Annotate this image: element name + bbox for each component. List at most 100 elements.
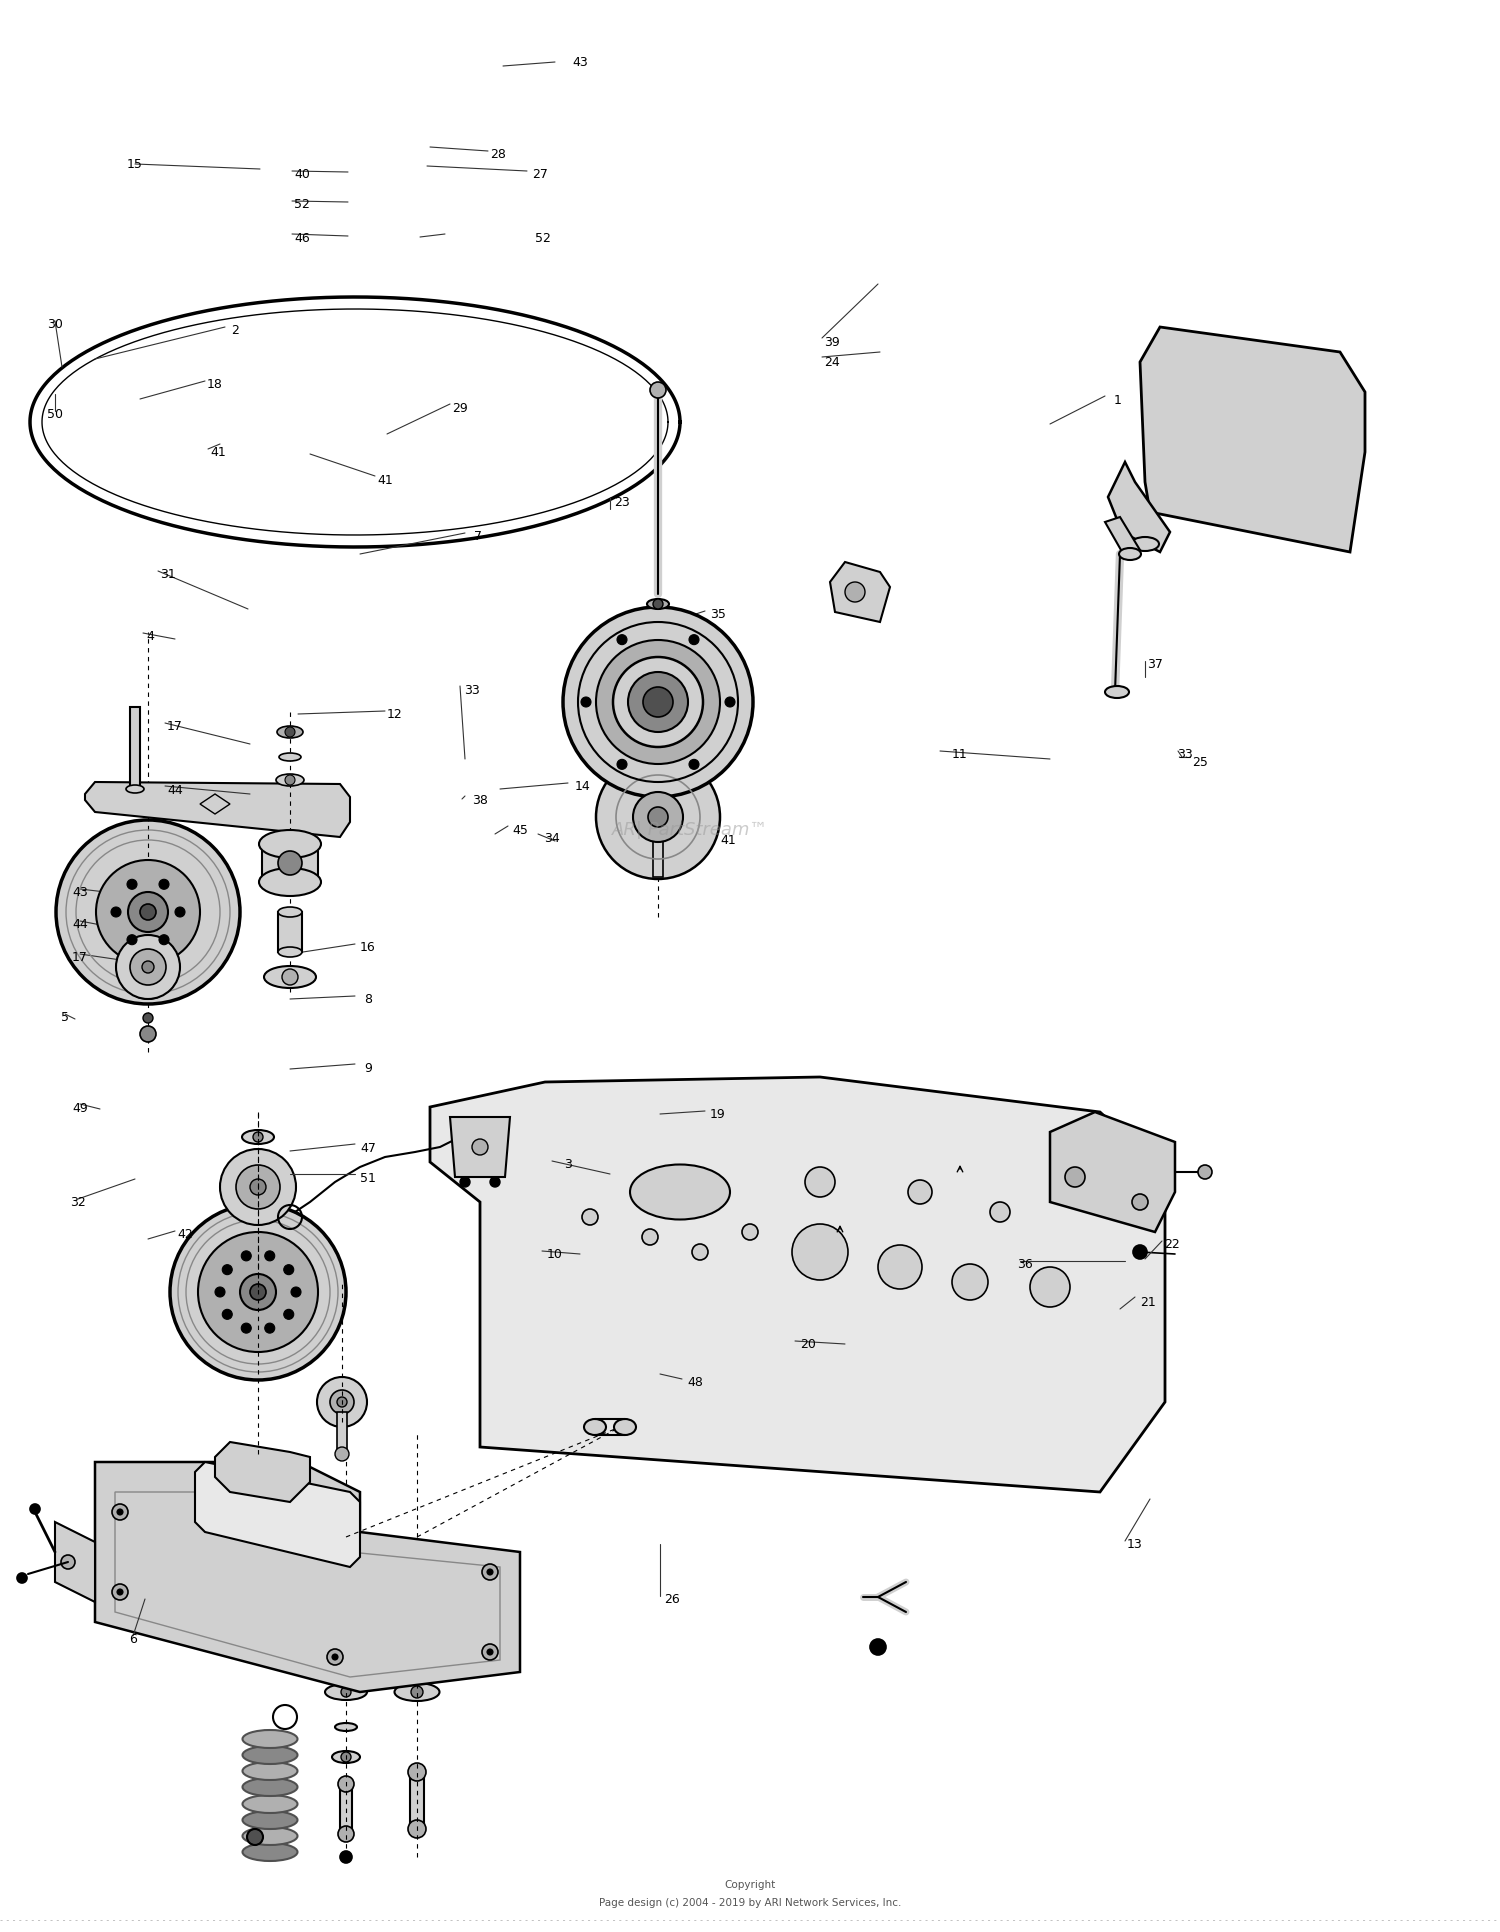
Polygon shape [450,1117,510,1177]
Circle shape [472,1140,488,1155]
Circle shape [330,1391,354,1414]
Ellipse shape [1106,686,1130,699]
Ellipse shape [260,869,321,896]
Circle shape [332,1540,338,1546]
Circle shape [692,1244,708,1260]
Text: 50: 50 [46,408,63,421]
Circle shape [291,1287,302,1296]
Circle shape [30,1505,40,1515]
Circle shape [1132,1194,1148,1209]
Circle shape [282,970,298,985]
Circle shape [582,1209,598,1225]
Circle shape [62,1555,75,1569]
Ellipse shape [278,726,303,738]
Circle shape [482,1644,498,1660]
Text: 10: 10 [548,1248,562,1262]
Circle shape [334,1447,350,1461]
Circle shape [242,1323,252,1333]
Circle shape [488,1569,494,1575]
Circle shape [411,1687,423,1698]
Text: 20: 20 [800,1337,816,1350]
Polygon shape [94,1463,520,1692]
Circle shape [596,755,720,879]
Polygon shape [1140,328,1365,553]
Bar [278,912,302,952]
Text: 48: 48 [687,1376,703,1389]
Ellipse shape [1119,549,1142,560]
Circle shape [688,759,699,771]
Ellipse shape [630,1165,730,1219]
Circle shape [198,1233,318,1352]
Circle shape [644,688,674,717]
Circle shape [688,636,699,645]
Polygon shape [86,782,350,838]
Circle shape [248,1830,262,1845]
Ellipse shape [279,753,302,761]
Circle shape [490,1177,500,1188]
Text: 23: 23 [614,495,630,508]
Circle shape [264,1252,274,1262]
Text: 29: 29 [452,402,468,413]
Text: 21: 21 [1140,1294,1156,1308]
Polygon shape [430,1078,1166,1492]
Circle shape [130,949,166,985]
Text: 24: 24 [824,355,840,369]
Ellipse shape [243,1762,297,1779]
Circle shape [408,1764,426,1781]
Text: 37: 37 [1148,659,1162,670]
Text: 44: 44 [72,918,88,931]
Polygon shape [56,1522,94,1602]
Ellipse shape [243,1777,297,1797]
Text: 26: 26 [664,1592,680,1605]
Text: Page design (c) 2004 - 2019 by ARI Network Services, Inc.: Page design (c) 2004 - 2019 by ARI Netwo… [598,1897,902,1907]
Text: 51: 51 [360,1171,376,1184]
Ellipse shape [584,1420,606,1435]
Polygon shape [1106,518,1140,558]
Bar [262,844,318,883]
Text: 33: 33 [1178,748,1192,761]
Text: 30: 30 [46,319,63,330]
Text: 11: 11 [952,748,968,761]
Polygon shape [195,1463,360,1567]
Text: 32: 32 [70,1194,86,1208]
Circle shape [117,1509,123,1515]
Circle shape [633,792,682,842]
Circle shape [222,1310,232,1320]
Ellipse shape [243,1747,297,1764]
Circle shape [952,1264,988,1300]
Circle shape [990,1202,1010,1223]
Bar [340,1787,352,1832]
Text: 8: 8 [364,993,372,1007]
Circle shape [648,808,668,827]
Circle shape [159,879,170,891]
Ellipse shape [332,1750,360,1764]
Text: 44: 44 [166,782,183,796]
Circle shape [128,893,168,933]
Text: 1: 1 [1114,394,1122,406]
Circle shape [117,1590,123,1596]
Text: 25: 25 [1192,755,1208,769]
Ellipse shape [243,1729,297,1748]
Text: 16: 16 [360,941,376,954]
Text: 41: 41 [376,473,393,487]
Ellipse shape [278,947,302,958]
Ellipse shape [243,1810,297,1830]
Circle shape [142,962,154,974]
Text: 5: 5 [62,1010,69,1024]
Text: 27: 27 [532,168,548,182]
Circle shape [580,697,591,707]
Text: 46: 46 [294,232,310,243]
Text: 4: 4 [146,630,154,643]
Ellipse shape [264,966,316,989]
Ellipse shape [126,786,144,794]
Circle shape [628,672,688,732]
Bar [130,707,140,788]
Text: 47: 47 [360,1142,376,1153]
Circle shape [284,1310,294,1320]
Circle shape [908,1180,932,1204]
Circle shape [116,935,180,999]
Circle shape [285,728,296,738]
Text: 2: 2 [231,323,238,336]
Circle shape [1030,1267,1069,1308]
Text: 49: 49 [72,1101,88,1115]
